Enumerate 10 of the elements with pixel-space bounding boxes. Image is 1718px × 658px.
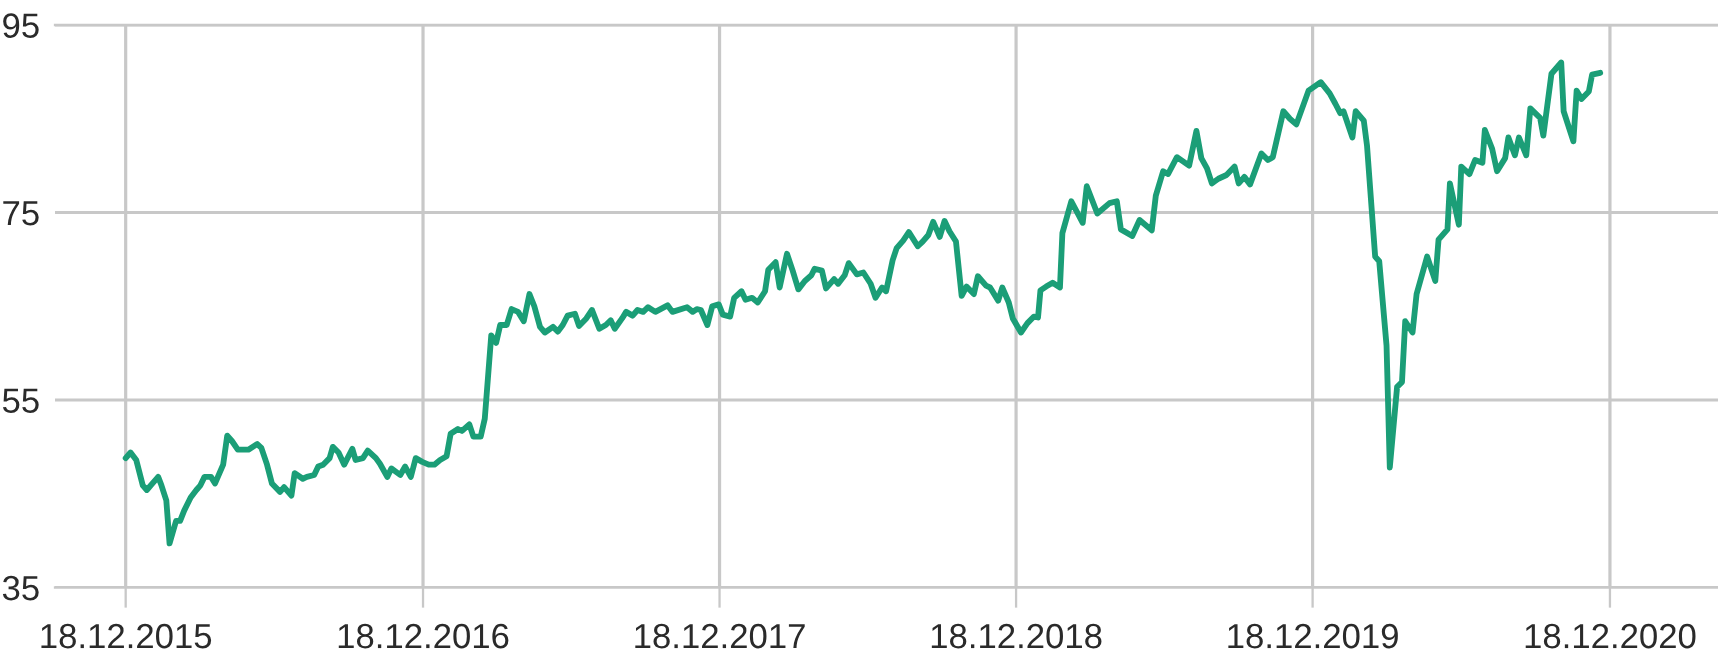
x-tick-label: 18.12.2017 (635, 623, 805, 649)
x-tick-label: 18.12.2016 (338, 623, 509, 649)
x-tick-label: 18.12.2015 (41, 623, 212, 649)
x-tick-label: 18.12.2020 (1525, 623, 1696, 649)
y-tick-label: 35 (2, 575, 39, 601)
y-tick-label: 75 (3, 201, 39, 226)
y-tick-label: 95 (3, 13, 39, 38)
y-tick-label: 55 (2, 388, 39, 413)
x-tick-label: 18.12.2018 (931, 623, 1102, 649)
x-tick-label: 18.12.2019 (1228, 623, 1398, 649)
